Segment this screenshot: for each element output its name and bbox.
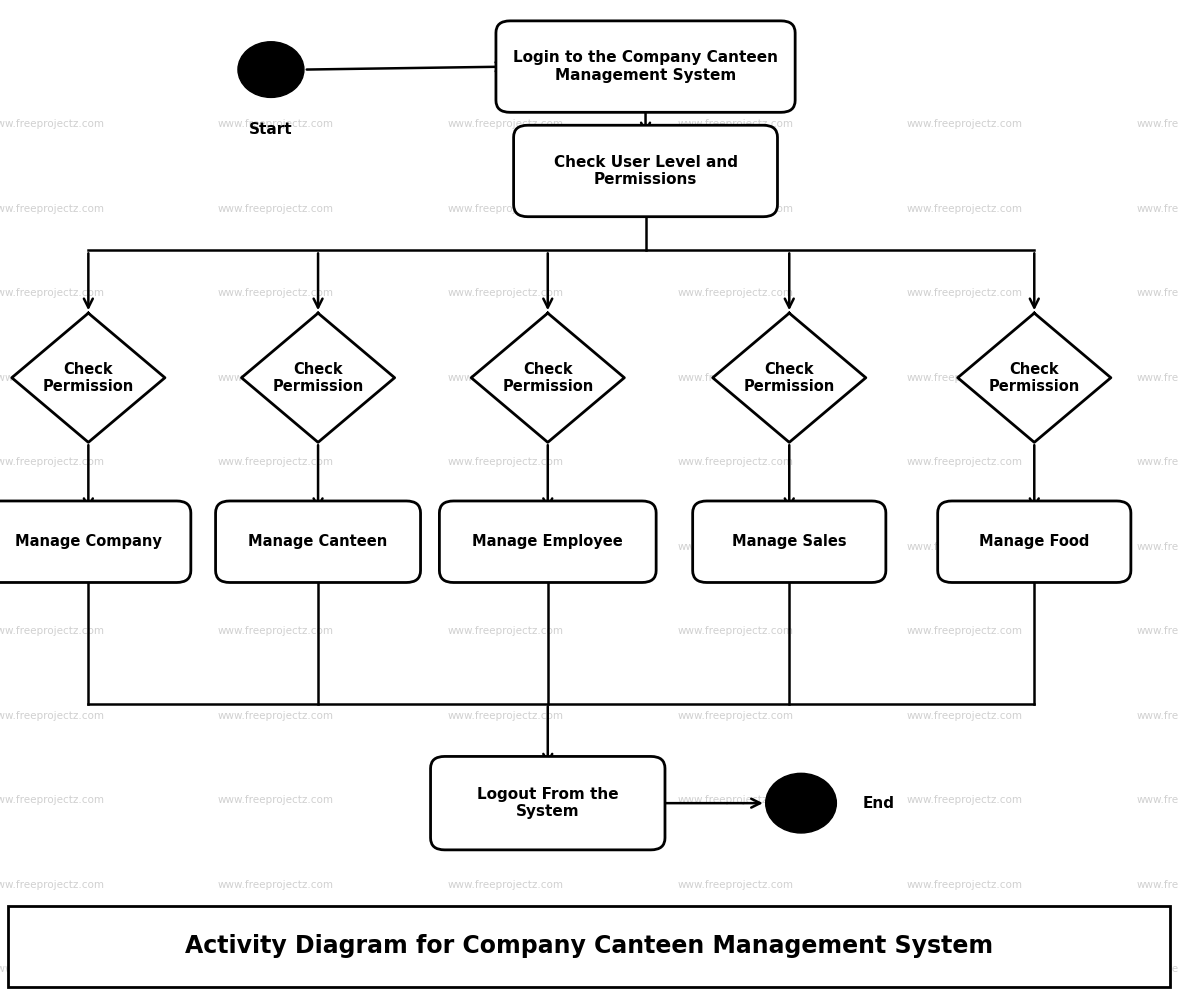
Text: www.freeprojectz.com: www.freeprojectz.com [448, 542, 563, 552]
Text: www.freeprojectz.com: www.freeprojectz.com [448, 457, 563, 467]
Text: www.freeprojectz.com: www.freeprojectz.com [677, 626, 793, 636]
Text: www.freeprojectz.com: www.freeprojectz.com [1137, 204, 1178, 214]
Text: Check
Permission: Check Permission [743, 362, 835, 394]
Text: www.freeprojectz.com: www.freeprojectz.com [677, 119, 793, 129]
Text: www.freeprojectz.com: www.freeprojectz.com [907, 711, 1023, 721]
Text: www.freeprojectz.com: www.freeprojectz.com [677, 795, 793, 805]
Text: www.freeprojectz.com: www.freeprojectz.com [218, 880, 333, 890]
Text: www.freeprojectz.com: www.freeprojectz.com [1137, 288, 1178, 298]
FancyBboxPatch shape [496, 21, 795, 112]
Text: www.freeprojectz.com: www.freeprojectz.com [1137, 964, 1178, 974]
Text: www.freeprojectz.com: www.freeprojectz.com [1137, 711, 1178, 721]
Text: www.freeprojectz.com: www.freeprojectz.com [907, 457, 1023, 467]
Text: www.freeprojectz.com: www.freeprojectz.com [0, 795, 104, 805]
Text: www.freeprojectz.com: www.freeprojectz.com [0, 542, 104, 552]
Text: www.freeprojectz.com: www.freeprojectz.com [0, 626, 104, 636]
Text: www.freeprojectz.com: www.freeprojectz.com [0, 204, 104, 214]
Polygon shape [241, 313, 395, 442]
Text: www.freeprojectz.com: www.freeprojectz.com [218, 711, 333, 721]
Text: www.freeprojectz.com: www.freeprojectz.com [907, 795, 1023, 805]
Text: www.freeprojectz.com: www.freeprojectz.com [907, 204, 1023, 214]
Text: www.freeprojectz.com: www.freeprojectz.com [1137, 626, 1178, 636]
Text: www.freeprojectz.com: www.freeprojectz.com [0, 964, 104, 974]
FancyBboxPatch shape [439, 501, 656, 582]
Text: End: End [862, 795, 894, 811]
Text: Start: Start [249, 122, 293, 137]
Text: Check
Permission: Check Permission [988, 362, 1080, 394]
Text: Logout From the
System: Logout From the System [477, 787, 618, 819]
Polygon shape [713, 313, 866, 442]
Text: www.freeprojectz.com: www.freeprojectz.com [677, 204, 793, 214]
Polygon shape [12, 313, 165, 442]
FancyBboxPatch shape [216, 501, 421, 582]
Text: www.freeprojectz.com: www.freeprojectz.com [677, 373, 793, 383]
Text: www.freeprojectz.com: www.freeprojectz.com [218, 542, 333, 552]
Text: www.freeprojectz.com: www.freeprojectz.com [448, 626, 563, 636]
Text: www.freeprojectz.com: www.freeprojectz.com [0, 288, 104, 298]
FancyBboxPatch shape [938, 501, 1131, 582]
Text: www.freeprojectz.com: www.freeprojectz.com [1137, 373, 1178, 383]
Text: www.freeprojectz.com: www.freeprojectz.com [218, 795, 333, 805]
Text: www.freeprojectz.com: www.freeprojectz.com [907, 880, 1023, 890]
Text: Manage Food: Manage Food [979, 534, 1090, 550]
Text: www.freeprojectz.com: www.freeprojectz.com [448, 373, 563, 383]
Text: www.freeprojectz.com: www.freeprojectz.com [0, 119, 104, 129]
Text: www.freeprojectz.com: www.freeprojectz.com [218, 457, 333, 467]
Text: www.freeprojectz.com: www.freeprojectz.com [448, 880, 563, 890]
Text: Manage Canteen: Manage Canteen [249, 534, 388, 550]
Text: www.freeprojectz.com: www.freeprojectz.com [1137, 457, 1178, 467]
Text: Manage Employee: Manage Employee [472, 534, 623, 550]
Text: www.freeprojectz.com: www.freeprojectz.com [677, 288, 793, 298]
Text: Check
Permission: Check Permission [502, 362, 594, 394]
Circle shape [766, 773, 836, 833]
Text: Check User Level and
Permissions: Check User Level and Permissions [554, 155, 737, 187]
Text: www.freeprojectz.com: www.freeprojectz.com [448, 711, 563, 721]
Text: www.freeprojectz.com: www.freeprojectz.com [677, 542, 793, 552]
Text: www.freeprojectz.com: www.freeprojectz.com [218, 119, 333, 129]
Text: www.freeprojectz.com: www.freeprojectz.com [907, 964, 1023, 974]
Text: www.freeprojectz.com: www.freeprojectz.com [1137, 542, 1178, 552]
Text: www.freeprojectz.com: www.freeprojectz.com [218, 204, 333, 214]
Text: www.freeprojectz.com: www.freeprojectz.com [907, 288, 1023, 298]
Text: Check
Permission: Check Permission [272, 362, 364, 394]
Text: www.freeprojectz.com: www.freeprojectz.com [448, 288, 563, 298]
Polygon shape [471, 313, 624, 442]
Text: Activity Diagram for Company Canteen Management System: Activity Diagram for Company Canteen Man… [185, 934, 993, 958]
Text: Manage Sales: Manage Sales [732, 534, 847, 550]
Text: www.freeprojectz.com: www.freeprojectz.com [0, 457, 104, 467]
Text: www.freeprojectz.com: www.freeprojectz.com [677, 711, 793, 721]
FancyBboxPatch shape [514, 125, 777, 217]
FancyBboxPatch shape [431, 756, 664, 850]
Text: www.freeprojectz.com: www.freeprojectz.com [907, 542, 1023, 552]
Text: www.freeprojectz.com: www.freeprojectz.com [1137, 119, 1178, 129]
Text: Check
Permission: Check Permission [42, 362, 134, 394]
Polygon shape [958, 313, 1111, 442]
Text: www.freeprojectz.com: www.freeprojectz.com [907, 119, 1023, 129]
Text: www.freeprojectz.com: www.freeprojectz.com [218, 373, 333, 383]
Text: www.freeprojectz.com: www.freeprojectz.com [677, 880, 793, 890]
FancyBboxPatch shape [8, 906, 1170, 987]
Text: www.freeprojectz.com: www.freeprojectz.com [907, 373, 1023, 383]
Text: www.freeprojectz.com: www.freeprojectz.com [677, 457, 793, 467]
Text: www.freeprojectz.com: www.freeprojectz.com [907, 626, 1023, 636]
Text: www.freeprojectz.com: www.freeprojectz.com [448, 119, 563, 129]
Text: Manage Company: Manage Company [15, 534, 161, 550]
Circle shape [238, 42, 304, 97]
Text: www.freeprojectz.com: www.freeprojectz.com [218, 288, 333, 298]
Text: www.freeprojectz.com: www.freeprojectz.com [1137, 795, 1178, 805]
Text: www.freeprojectz.com: www.freeprojectz.com [0, 880, 104, 890]
Text: www.freeprojectz.com: www.freeprojectz.com [448, 795, 563, 805]
Text: www.freeprojectz.com: www.freeprojectz.com [677, 964, 793, 974]
Text: www.freeprojectz.com: www.freeprojectz.com [218, 626, 333, 636]
FancyBboxPatch shape [0, 501, 191, 582]
Text: www.freeprojectz.com: www.freeprojectz.com [0, 711, 104, 721]
Text: www.freeprojectz.com: www.freeprojectz.com [448, 964, 563, 974]
Text: www.freeprojectz.com: www.freeprojectz.com [1137, 880, 1178, 890]
Text: www.freeprojectz.com: www.freeprojectz.com [448, 204, 563, 214]
Text: Login to the Company Canteen
Management System: Login to the Company Canteen Management … [514, 51, 777, 83]
Text: www.freeprojectz.com: www.freeprojectz.com [218, 964, 333, 974]
Text: www.freeprojectz.com: www.freeprojectz.com [0, 373, 104, 383]
FancyBboxPatch shape [693, 501, 886, 582]
